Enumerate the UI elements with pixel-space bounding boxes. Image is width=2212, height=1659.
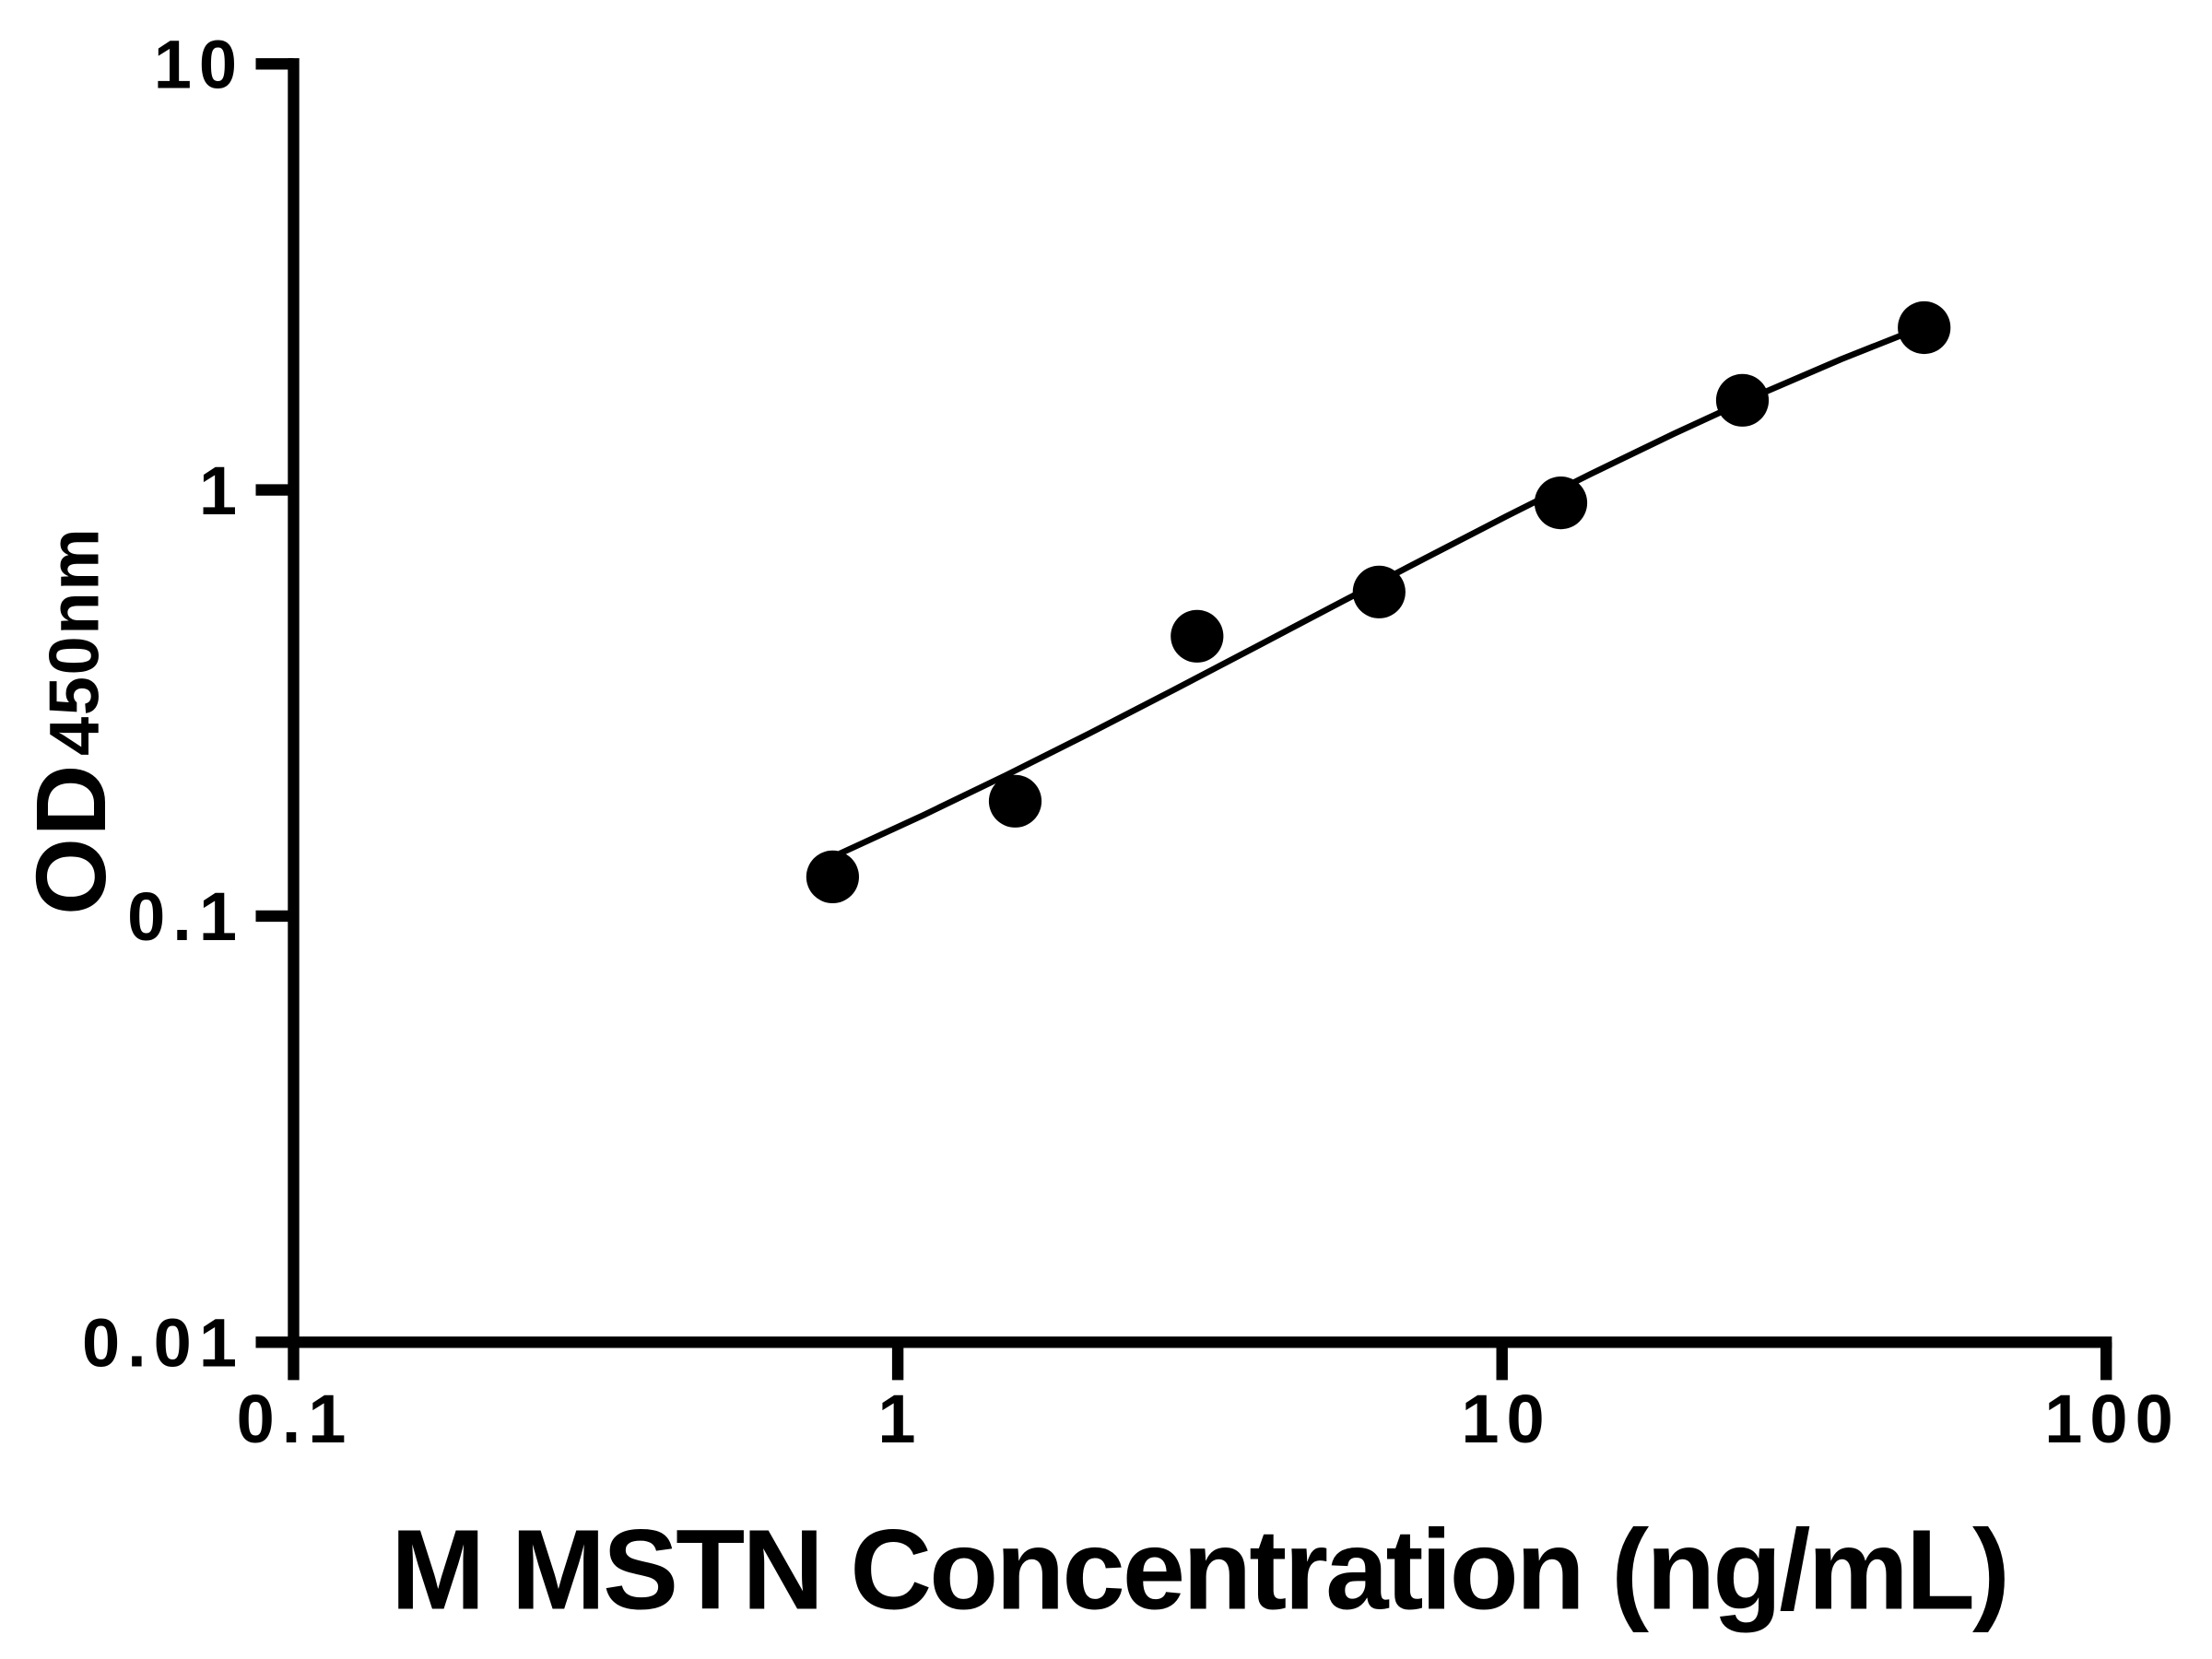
svg-text:0.1: 0.1 [127, 878, 244, 955]
svg-text:M MSTN Concentration (ng/mL): M MSTN Concentration (ng/mL) [391, 1508, 2007, 1634]
svg-text:10: 10 [1461, 1381, 1551, 1457]
svg-text:1: 1 [199, 453, 244, 529]
svg-text:10: 10 [154, 27, 244, 103]
svg-text:100: 100 [2044, 1381, 2180, 1457]
svg-text:0.1: 0.1 [237, 1381, 354, 1457]
svg-text:0.01: 0.01 [82, 1305, 244, 1382]
svg-text:1: 1 [877, 1381, 923, 1457]
